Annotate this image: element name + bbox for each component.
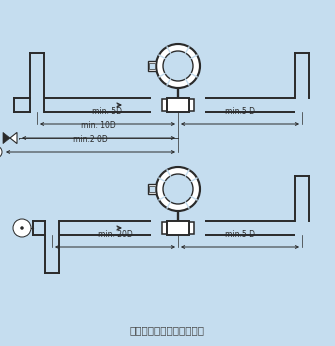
Circle shape [156,44,200,88]
Polygon shape [3,133,10,144]
Bar [162,99,167,111]
Circle shape [156,167,200,211]
Bar [189,99,194,111]
Bar [189,222,194,234]
Text: min. 5D: min. 5D [92,107,123,116]
Circle shape [163,51,193,81]
Circle shape [0,146,2,158]
Circle shape [163,174,193,204]
Circle shape [20,227,23,229]
Text: min.5 D: min.5 D [225,230,255,239]
Text: min. 10D: min. 10D [81,121,116,130]
Polygon shape [10,133,17,144]
Bar [148,184,156,194]
Bar [167,98,189,112]
Bar [167,221,189,235]
Text: 弯管、阀门和泵之间的安装: 弯管、阀门和泵之间的安装 [130,325,204,335]
Text: min.2 0D: min.2 0D [73,135,108,144]
Bar [148,61,156,71]
Circle shape [13,219,31,237]
Text: min.5 D: min.5 D [225,107,255,116]
Bar [149,186,155,192]
Text: min. 20D: min. 20D [97,230,132,239]
Bar [149,63,155,69]
Bar [162,222,167,234]
